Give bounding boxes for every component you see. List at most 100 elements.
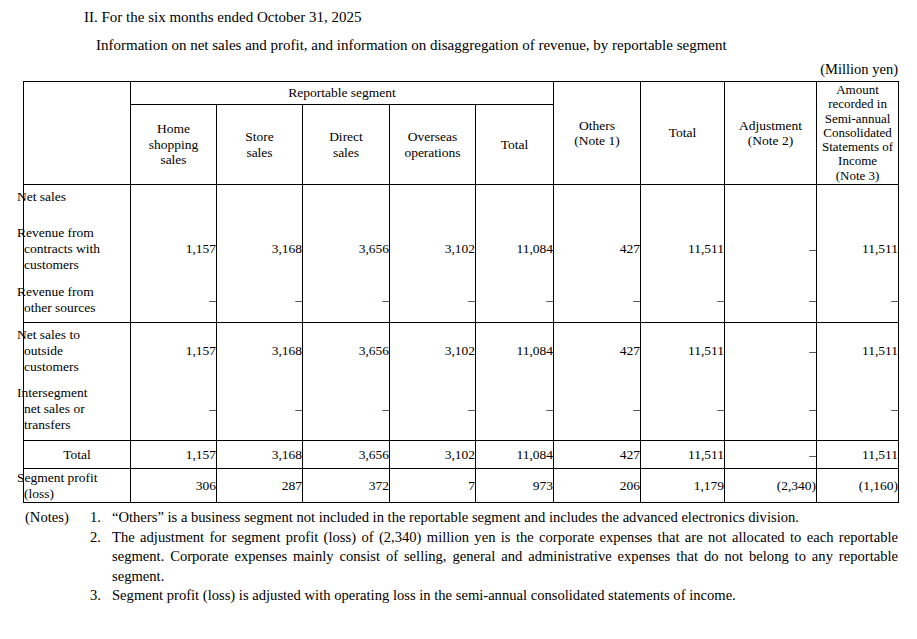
col-header-reportable-total: Total (476, 105, 554, 185)
data-cell (390, 185, 476, 219)
note-item-2: 2. The adjustment for segment profit (lo… (90, 528, 898, 587)
document-page: II. For the six months ended October 31,… (0, 0, 917, 639)
data-cell: – (217, 279, 303, 323)
note-number: 1. (90, 508, 112, 528)
row-label: Revenue from other sources (24, 279, 131, 323)
data-cell: 11,084 (476, 441, 554, 469)
data-cell: 11,511 (641, 219, 725, 279)
col-header-home-shopping-sales: Home shopping sales (131, 105, 217, 185)
data-cell (131, 185, 217, 219)
col-header-others: Others (Note 1) (554, 82, 641, 185)
table-row-revenue-other-sources: Revenue from other sources – – – – – – –… (24, 279, 899, 323)
table-row-net-sales: Net sales (24, 185, 899, 219)
data-cell: – (817, 279, 899, 323)
row-label: Net sales to outside customers (24, 323, 131, 379)
col-header-total: Total (641, 82, 725, 185)
col-header-store-sales: Store sales (217, 105, 303, 185)
data-cell: 306 (131, 469, 217, 503)
table-row-intersegment: Intersegment net sales or transfers – – … (24, 379, 899, 441)
note-text: “Others” is a business segment not inclu… (112, 508, 898, 528)
table-row-net-sales-outside: Net sales to outside customers 1,157 3,1… (24, 323, 899, 379)
reportable-segment-group-header: Reportable segment (131, 82, 554, 105)
row-label: Segment profit (loss) (24, 469, 131, 503)
row-label: Revenue from contracts with customers (24, 219, 131, 279)
note-number: 3. (90, 586, 112, 606)
data-cell: 372 (303, 469, 390, 503)
data-cell: 973 (476, 469, 554, 503)
data-cell: 3,168 (217, 323, 303, 379)
notes-list: 1. “Others” is a business segment not in… (90, 508, 898, 606)
data-cell: 11,084 (476, 323, 554, 379)
data-cell: – (303, 379, 390, 441)
data-cell: – (476, 279, 554, 323)
col-header-adjustment: Adjustment (Note 2) (725, 82, 817, 185)
data-cell: 3,102 (390, 219, 476, 279)
data-cell: 11,511 (817, 323, 899, 379)
data-cell: – (554, 279, 641, 323)
data-cell: 3,102 (390, 441, 476, 469)
data-cell (554, 185, 641, 219)
data-cell: 3,656 (303, 441, 390, 469)
data-cell: – (476, 379, 554, 441)
data-cell: – (725, 219, 817, 279)
data-cell: 11,511 (641, 323, 725, 379)
table-row-total: Total 1,157 3,168 3,656 3,102 11,084 427… (24, 441, 899, 469)
data-cell: 1,157 (131, 323, 217, 379)
data-cell: 427 (554, 323, 641, 379)
data-cell: – (390, 279, 476, 323)
data-cell: – (641, 279, 725, 323)
data-cell: 11,511 (817, 441, 899, 469)
data-cell: 1,157 (131, 441, 217, 469)
data-cell: 3,656 (303, 323, 390, 379)
data-cell (641, 185, 725, 219)
note-number: 2. (90, 528, 112, 587)
data-cell: (2,340) (725, 469, 817, 503)
data-cell: – (390, 379, 476, 441)
data-cell: – (641, 379, 725, 441)
unit-label: (Million yen) (23, 61, 898, 78)
data-cell: – (725, 379, 817, 441)
segment-table: Reportable segment Others (Note 1) Total… (23, 81, 899, 503)
data-cell (725, 185, 817, 219)
corner-cell (24, 82, 131, 185)
note-item-3: 3. Segment profit (loss) is adjusted wit… (90, 586, 898, 606)
data-cell: – (217, 379, 303, 441)
data-cell: – (725, 279, 817, 323)
page-subtitle: Information on net sales and profit, and… (96, 37, 898, 54)
col-header-overseas-operations: Overseas operations (390, 105, 476, 185)
col-header-amount-recorded: Amount recorded in Semi-annual Consolida… (817, 82, 899, 185)
page-title: II. For the six months ended October 31,… (84, 9, 898, 26)
data-cell: 287 (217, 469, 303, 503)
data-cell: 11,511 (817, 219, 899, 279)
col-header-direct-sales: Direct sales (303, 105, 390, 185)
data-cell (303, 185, 390, 219)
data-cell: – (725, 441, 817, 469)
data-cell: – (725, 323, 817, 379)
row-label: Total (24, 441, 131, 469)
notes-label: (Notes) (23, 508, 90, 606)
data-cell: 1,179 (641, 469, 725, 503)
note-text: Segment profit (loss) is adjusted with o… (112, 586, 898, 606)
data-cell: 427 (554, 219, 641, 279)
data-cell: 3,656 (303, 219, 390, 279)
data-cell: (1,160) (817, 469, 899, 503)
data-cell: 427 (554, 441, 641, 469)
data-cell: – (303, 279, 390, 323)
data-cell: 3,102 (390, 323, 476, 379)
data-cell: 11,511 (641, 441, 725, 469)
data-cell (217, 185, 303, 219)
note-item-1: 1. “Others” is a business segment not in… (90, 508, 898, 528)
data-cell: 206 (554, 469, 641, 503)
data-cell: 1,157 (131, 219, 217, 279)
data-cell: – (131, 379, 217, 441)
data-cell: 11,084 (476, 219, 554, 279)
row-label: Net sales (24, 185, 131, 219)
data-cell (476, 185, 554, 219)
data-cell (817, 185, 899, 219)
data-cell: 3,168 (217, 441, 303, 469)
table-row-segment-profit: Segment profit (loss) 306 287 372 7 973 … (24, 469, 899, 503)
data-cell: 7 (390, 469, 476, 503)
data-cell: – (131, 279, 217, 323)
notes-section: (Notes) 1. “Others” is a business segmen… (23, 508, 898, 606)
header-row-group: Reportable segment Others (Note 1) Total… (24, 82, 899, 105)
